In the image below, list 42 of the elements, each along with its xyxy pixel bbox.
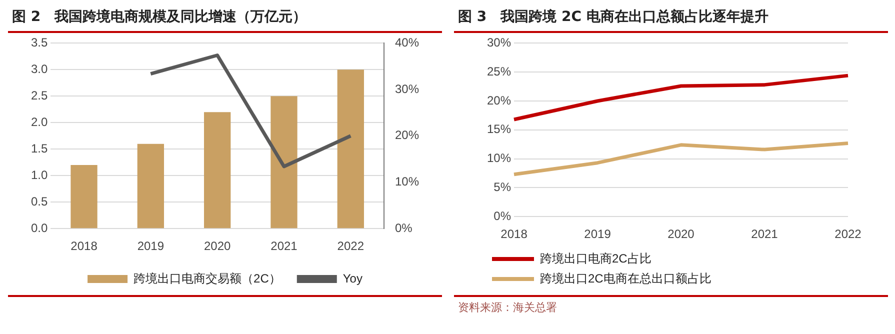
y2-tick-label: 10% xyxy=(394,174,420,189)
y2-tick-label: 30% xyxy=(394,82,420,96)
y-tick-label: 0.5 xyxy=(30,194,48,208)
y-tick-label: 20% xyxy=(486,93,512,108)
y-tick-label: 0.0 xyxy=(30,220,48,235)
legend-label: 跨境出口电商2C占比 xyxy=(540,251,652,266)
chart-title: 图 3 我国跨境 2C 电商在出口总额占比逐年提升 xyxy=(454,6,888,33)
legend-label: 跨境出口电商交易额（2C） xyxy=(134,271,281,286)
y-tick-label: 1.0 xyxy=(30,168,48,182)
bar xyxy=(337,70,364,228)
y-tick-label: 10% xyxy=(486,151,512,166)
y-tick-label: 0% xyxy=(494,208,512,223)
y2-tick-label: 0% xyxy=(394,220,413,235)
y-tick-label: 5% xyxy=(494,180,512,194)
bar xyxy=(70,165,98,228)
x-tick-label: 2018 xyxy=(70,239,98,254)
x-tick-label: 2022 xyxy=(337,239,364,254)
chart-title: 图 2 我国跨境电商规模及同比增速（万亿元） xyxy=(8,6,442,33)
y-tick-label: 3.5 xyxy=(30,36,48,50)
y-tick-label: 2.5 xyxy=(30,88,48,102)
bar xyxy=(137,144,164,228)
x-tick-label: 2021 xyxy=(270,239,298,254)
x-tick-label: 2018 xyxy=(500,227,528,242)
x-tick-label: 2019 xyxy=(137,239,164,254)
x-tick-label: 2020 xyxy=(204,239,231,254)
x-tick-label: 2019 xyxy=(584,227,612,242)
bar xyxy=(270,96,298,228)
x-tick-label: 2022 xyxy=(834,227,862,242)
y-tick-label: 30% xyxy=(486,36,512,50)
y2-tick-label: 20% xyxy=(394,128,420,142)
x-tick-label: 2020 xyxy=(668,227,695,242)
y-tick-label: 1.5 xyxy=(30,141,48,156)
y2-tick-label: 40% xyxy=(394,36,420,50)
y-tick-label: 2.0 xyxy=(30,114,48,129)
bar xyxy=(204,112,231,228)
legend-label: Yoy xyxy=(342,271,362,286)
x-tick-label: 2021 xyxy=(751,227,778,242)
y-tick-label: 15% xyxy=(486,122,512,136)
y-tick-label: 3.0 xyxy=(30,62,48,76)
y-tick-label: 25% xyxy=(486,64,512,78)
text: 资料来源：海关总署 xyxy=(454,295,888,319)
legend-label: 跨境出口2C电商在总出口额占比 xyxy=(540,271,712,286)
